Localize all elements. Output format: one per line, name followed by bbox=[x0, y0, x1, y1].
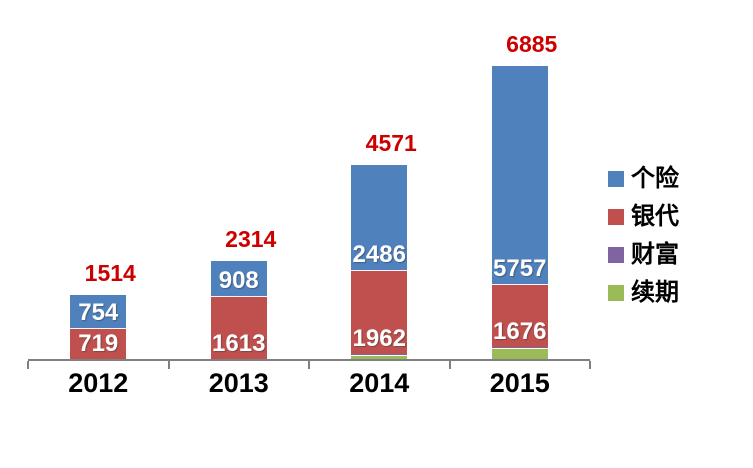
category-label: 2014 bbox=[349, 368, 410, 398]
axis-tick bbox=[167, 361, 170, 369]
legend-item-银代: 银代 bbox=[608, 204, 679, 230]
total-label: 4571 bbox=[365, 129, 417, 156]
legend-item-续期: 续期 bbox=[608, 280, 679, 306]
legend-label: 个险 bbox=[631, 165, 679, 192]
bar-segment-2014-财富 bbox=[351, 353, 408, 355]
bar-segment-2014-个险: 2486 bbox=[351, 164, 408, 271]
segment-value-label: 908 bbox=[218, 267, 259, 295]
segment-value-label: 1676 bbox=[493, 317, 547, 345]
segment-value-label: 2486 bbox=[352, 241, 406, 269]
bar-segment-2013-银代: 1613 bbox=[210, 296, 267, 359]
bar-segment-2012-个险: 754 bbox=[70, 294, 127, 328]
segment-value-label: 5757 bbox=[493, 254, 547, 282]
x-axis bbox=[28, 359, 590, 361]
legend-swatch-icon bbox=[608, 209, 624, 225]
segment-value-label: 719 bbox=[78, 329, 119, 357]
total-label: 6885 bbox=[506, 31, 558, 58]
legend-item-财富: 财富 bbox=[608, 242, 679, 268]
category-label: 2015 bbox=[489, 368, 550, 398]
bar-segment-2014-续期 bbox=[351, 354, 408, 359]
legend-label: 续期 bbox=[631, 279, 679, 306]
category-label: 2012 bbox=[68, 368, 129, 398]
legend-swatch-icon bbox=[608, 247, 624, 263]
bar-segment-2015-个险: 5757 bbox=[491, 66, 548, 284]
axis-tick bbox=[448, 361, 451, 369]
bar-segment-2015-银代: 1676 bbox=[491, 283, 548, 347]
category-label: 2013 bbox=[208, 368, 269, 398]
total-label: 1514 bbox=[84, 259, 136, 286]
axis-tick bbox=[308, 361, 310, 369]
axis-tick bbox=[589, 361, 591, 369]
legend-label: 银代 bbox=[631, 203, 679, 230]
bar-segment-2015-财富 bbox=[491, 346, 548, 349]
legend-label: 财富 bbox=[631, 241, 679, 268]
legend-item-个险: 个险 bbox=[608, 166, 679, 192]
segment-value-label: 754 bbox=[78, 298, 119, 326]
bar-segment-2013-个险: 908 bbox=[210, 260, 267, 297]
legend-swatch-icon bbox=[608, 285, 624, 301]
segment-value-label: 1962 bbox=[352, 324, 406, 352]
bar-segment-2015-续期 bbox=[491, 348, 548, 359]
bar-segment-2012-银代: 719 bbox=[70, 327, 127, 359]
legend-swatch-icon bbox=[608, 171, 624, 187]
axis-tick bbox=[27, 361, 29, 369]
chart-legend: 个险 银代 财富 续期 bbox=[608, 166, 679, 318]
total-label: 2314 bbox=[225, 225, 277, 252]
segment-value-label: 1613 bbox=[212, 329, 266, 357]
bar-segment-2014-银代: 1962 bbox=[351, 270, 408, 354]
